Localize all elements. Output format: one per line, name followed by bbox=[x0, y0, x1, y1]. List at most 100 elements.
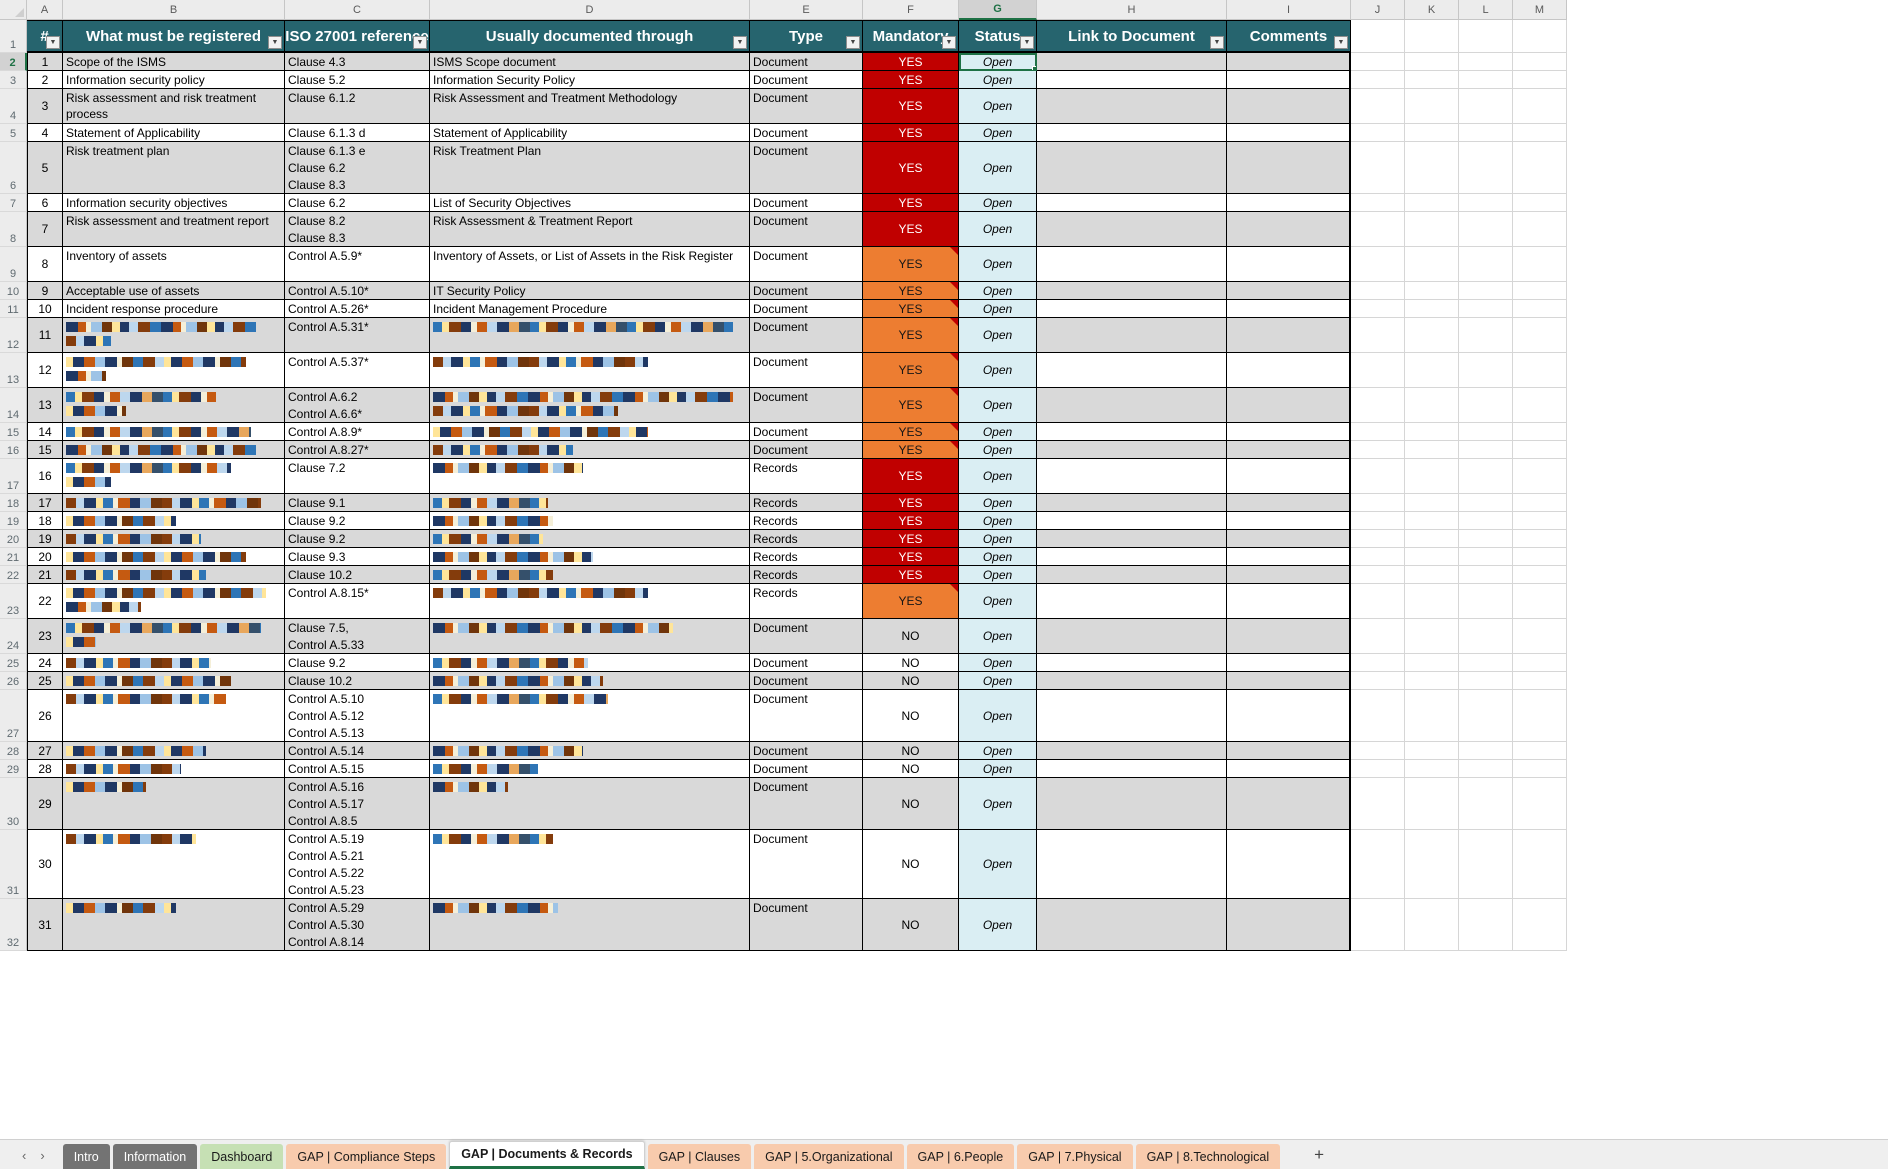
cell-L14[interactable] bbox=[1459, 388, 1513, 423]
cell-L5[interactable] bbox=[1459, 124, 1513, 142]
cell-B17[interactable] bbox=[63, 459, 285, 494]
cell-A16[interactable]: 15 bbox=[27, 441, 63, 459]
row-header-22[interactable]: 22 bbox=[0, 566, 27, 584]
cell-K7[interactable] bbox=[1405, 194, 1459, 212]
cell-C3[interactable]: Clause 5.2 bbox=[285, 71, 430, 89]
cell-M11[interactable] bbox=[1513, 300, 1567, 318]
cell-B24[interactable] bbox=[63, 619, 285, 654]
cell-I10[interactable] bbox=[1227, 282, 1351, 300]
cell-K23[interactable] bbox=[1405, 584, 1459, 619]
cell-C25[interactable]: Clause 9.2 bbox=[285, 654, 430, 672]
cell-E18[interactable]: Records bbox=[750, 494, 863, 512]
cell-E27[interactable]: Document bbox=[750, 690, 863, 742]
row-header-28[interactable]: 28 bbox=[0, 742, 27, 760]
cell-C2[interactable]: Clause 4.3 bbox=[285, 53, 430, 71]
cell-J32[interactable] bbox=[1351, 899, 1405, 951]
cell-E11[interactable]: Document bbox=[750, 300, 863, 318]
cell-G24[interactable]: Open bbox=[959, 619, 1037, 654]
cell-K18[interactable] bbox=[1405, 494, 1459, 512]
cell-B25[interactable] bbox=[63, 654, 285, 672]
cell-I19[interactable] bbox=[1227, 512, 1351, 530]
cell-G15[interactable]: Open bbox=[959, 423, 1037, 441]
cell-I8[interactable] bbox=[1227, 212, 1351, 247]
cell-G8[interactable]: Open bbox=[959, 212, 1037, 247]
cell-J27[interactable] bbox=[1351, 690, 1405, 742]
cell-F8[interactable]: YES bbox=[863, 212, 959, 247]
cell-I23[interactable] bbox=[1227, 584, 1351, 619]
sheet-nav-prev-icon[interactable]: ‹ bbox=[22, 1148, 27, 1163]
cell-J24[interactable] bbox=[1351, 619, 1405, 654]
cell-B10[interactable]: Acceptable use of assets bbox=[63, 282, 285, 300]
cell-G11[interactable]: Open bbox=[959, 300, 1037, 318]
cell-F19[interactable]: YES bbox=[863, 512, 959, 530]
cell-F11[interactable]: YES bbox=[863, 300, 959, 318]
cell-F29[interactable]: NO bbox=[863, 760, 959, 778]
cell-I12[interactable] bbox=[1227, 318, 1351, 353]
cell-E19[interactable]: Records bbox=[750, 512, 863, 530]
cell-L12[interactable] bbox=[1459, 318, 1513, 353]
cell-E3[interactable]: Document bbox=[750, 71, 863, 89]
cell-K9[interactable] bbox=[1405, 247, 1459, 282]
cell-C8[interactable]: Clause 8.2 Clause 8.3 bbox=[285, 212, 430, 247]
cell-M9[interactable] bbox=[1513, 247, 1567, 282]
cell-D16[interactable] bbox=[430, 441, 750, 459]
cell-G31[interactable]: Open bbox=[959, 830, 1037, 899]
cell-B7[interactable]: Information security objectives bbox=[63, 194, 285, 212]
cell-J12[interactable] bbox=[1351, 318, 1405, 353]
header-cell-f[interactable]: Mandatory ▼ bbox=[863, 20, 959, 53]
cell-H17[interactable] bbox=[1037, 459, 1227, 494]
filter-dropdown-icon[interactable]: ▼ bbox=[942, 36, 956, 49]
cell-A27[interactable]: 26 bbox=[27, 690, 63, 742]
cell-L24[interactable] bbox=[1459, 619, 1513, 654]
cell-I6[interactable] bbox=[1227, 142, 1351, 194]
cell-E8[interactable]: Document bbox=[750, 212, 863, 247]
cell-D19[interactable] bbox=[430, 512, 750, 530]
cell-I18[interactable] bbox=[1227, 494, 1351, 512]
cell-B19[interactable] bbox=[63, 512, 285, 530]
cell-F27[interactable]: NO bbox=[863, 690, 959, 742]
cell-M18[interactable] bbox=[1513, 494, 1567, 512]
cell-J19[interactable] bbox=[1351, 512, 1405, 530]
cell-K29[interactable] bbox=[1405, 760, 1459, 778]
cell-F20[interactable]: YES bbox=[863, 530, 959, 548]
cell-H27[interactable] bbox=[1037, 690, 1227, 742]
cell-F28[interactable]: NO bbox=[863, 742, 959, 760]
cell-D13[interactable] bbox=[430, 353, 750, 388]
cell-D28[interactable] bbox=[430, 742, 750, 760]
cell-K13[interactable] bbox=[1405, 353, 1459, 388]
cell-D15[interactable] bbox=[430, 423, 750, 441]
select-all-corner[interactable] bbox=[0, 0, 27, 20]
cell-I22[interactable] bbox=[1227, 566, 1351, 584]
column-header-E[interactable]: E bbox=[750, 0, 863, 20]
cell-K25[interactable] bbox=[1405, 654, 1459, 672]
cell-K17[interactable] bbox=[1405, 459, 1459, 494]
cell-E9[interactable]: Document bbox=[750, 247, 863, 282]
cell-A18[interactable]: 17 bbox=[27, 494, 63, 512]
cell-C11[interactable]: Control A.5.26* bbox=[285, 300, 430, 318]
cell-I17[interactable] bbox=[1227, 459, 1351, 494]
cell-C26[interactable]: Clause 10.2 bbox=[285, 672, 430, 690]
cell-D32[interactable] bbox=[430, 899, 750, 951]
cell-I28[interactable] bbox=[1227, 742, 1351, 760]
cell-C18[interactable]: Clause 9.1 bbox=[285, 494, 430, 512]
sheet-tab-information[interactable]: Information bbox=[112, 1144, 198, 1169]
cell-D31[interactable] bbox=[430, 830, 750, 899]
cell-M22[interactable] bbox=[1513, 566, 1567, 584]
cell-B18[interactable] bbox=[63, 494, 285, 512]
cell-A22[interactable]: 21 bbox=[27, 566, 63, 584]
row-header-2[interactable]: 2 bbox=[0, 53, 27, 71]
cell-C20[interactable]: Clause 9.2 bbox=[285, 530, 430, 548]
cell-B21[interactable] bbox=[63, 548, 285, 566]
cell-L19[interactable] bbox=[1459, 512, 1513, 530]
filter-dropdown-icon[interactable]: ▼ bbox=[1020, 36, 1034, 49]
cell-H21[interactable] bbox=[1037, 548, 1227, 566]
sheet-tab-gap-8-technological[interactable]: GAP | 8.Technological bbox=[1135, 1144, 1281, 1169]
cell-K22[interactable] bbox=[1405, 566, 1459, 584]
cell-E23[interactable]: Records bbox=[750, 584, 863, 619]
header-cell-e[interactable]: Type ▼ bbox=[750, 20, 863, 53]
cell-A21[interactable]: 20 bbox=[27, 548, 63, 566]
cell-M3[interactable] bbox=[1513, 71, 1567, 89]
cell-H9[interactable] bbox=[1037, 247, 1227, 282]
column-header-M[interactable]: M bbox=[1513, 0, 1567, 20]
cell-H15[interactable] bbox=[1037, 423, 1227, 441]
